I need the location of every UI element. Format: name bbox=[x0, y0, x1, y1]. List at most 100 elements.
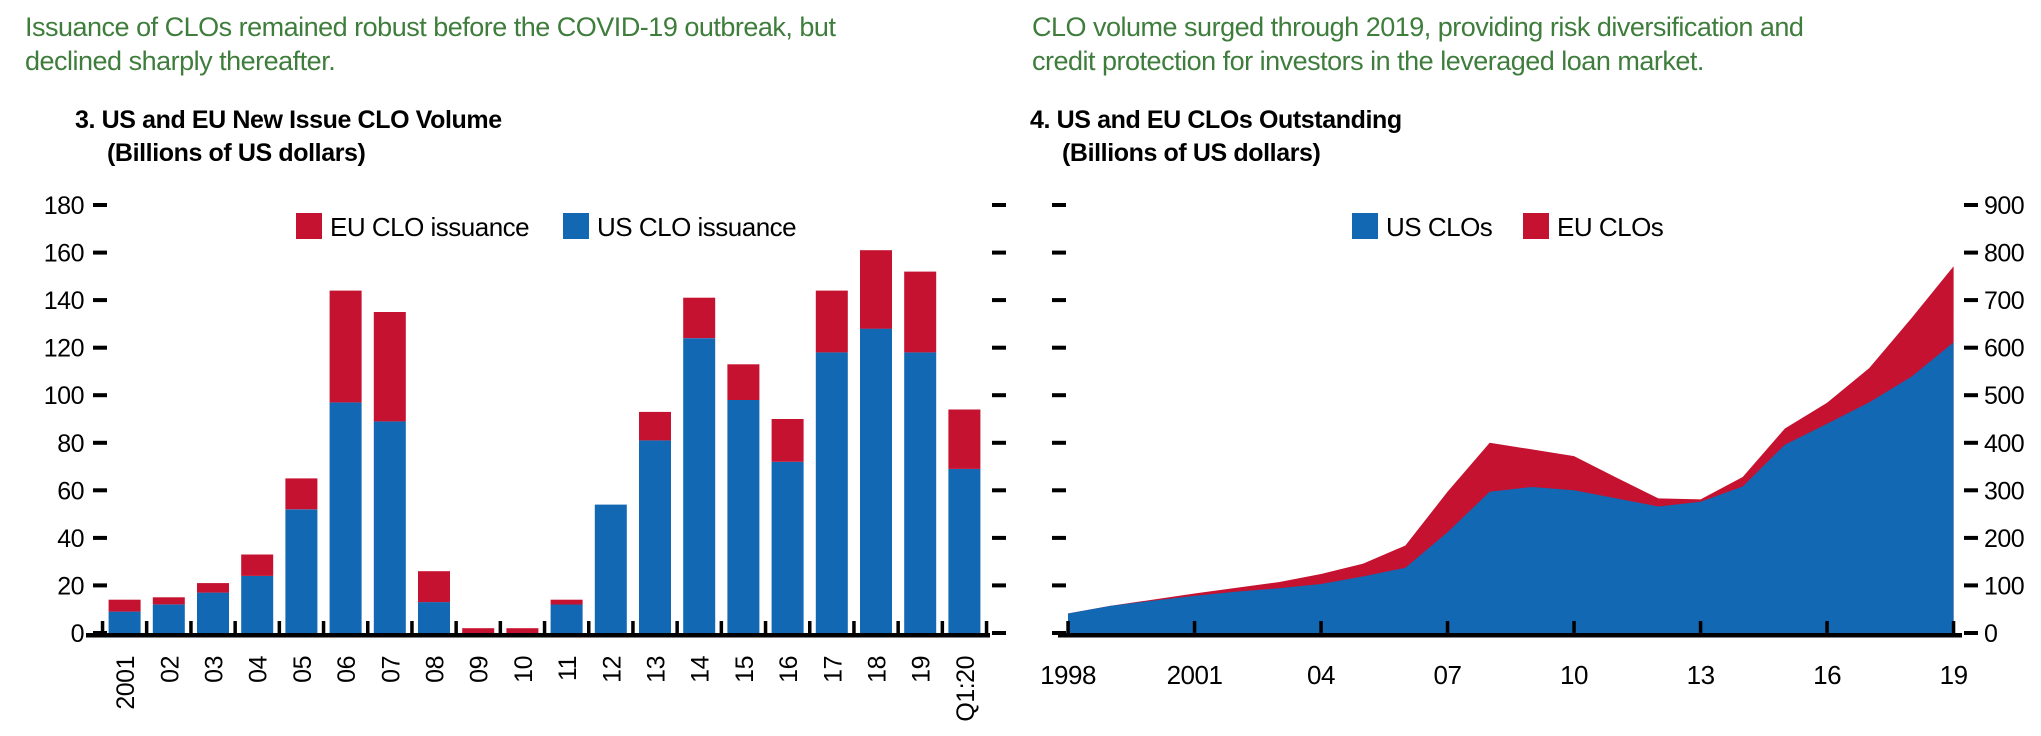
svg-text:700: 700 bbox=[1984, 287, 2024, 315]
x-tick-label: 1998 bbox=[1040, 660, 1096, 690]
bar-segment bbox=[285, 478, 318, 510]
bar-segment bbox=[815, 290, 848, 353]
x-axis: 1998 2001 04 07 10 13 16 19 bbox=[1040, 621, 1968, 690]
x-tick-label: 19 bbox=[908, 656, 936, 683]
svg-text:0: 0 bbox=[71, 620, 84, 648]
x-tick-label: 2001 bbox=[112, 656, 140, 710]
x-tick-label: 11 bbox=[554, 656, 582, 681]
x-tick-label: 15 bbox=[731, 656, 759, 683]
chart-title: 3. US and EU New Issue CLO Volume bbox=[75, 106, 502, 134]
svg-text:20: 20 bbox=[57, 572, 84, 600]
bar-segment bbox=[550, 599, 583, 605]
x-tick-label: 07 bbox=[377, 656, 405, 683]
bar-segment bbox=[904, 271, 937, 353]
bar-segment bbox=[197, 583, 229, 593]
svg-text:40: 40 bbox=[57, 525, 84, 553]
chart-subtitle: (Billions of US dollars) bbox=[1062, 139, 1321, 167]
area-series bbox=[1068, 266, 1954, 633]
bar-segment bbox=[108, 611, 141, 633]
bar-segment bbox=[904, 352, 937, 633]
panel-caption-line: Issuance of CLOs remained robust before … bbox=[25, 12, 836, 42]
x-tick-label: 18 bbox=[864, 656, 892, 683]
legend-swatch bbox=[1523, 213, 1549, 239]
x-tick-label: 10 bbox=[510, 656, 538, 683]
bar-segment bbox=[373, 312, 406, 422]
bar-segment bbox=[241, 575, 274, 633]
svg-text:160: 160 bbox=[44, 240, 84, 268]
y-axis: 0 100 200 300 400 500 600 700 800 900 bbox=[1052, 192, 2025, 648]
bar-series bbox=[108, 250, 981, 633]
bar-segment bbox=[108, 599, 141, 612]
x-tick-label: Q1:20 bbox=[952, 656, 980, 722]
panel-caption-line: declined sharply thereafter. bbox=[25, 46, 336, 76]
x-tick-label: 2001 bbox=[1167, 660, 1223, 690]
x-tick-label: 02 bbox=[156, 656, 184, 683]
bar-segment bbox=[506, 628, 539, 633]
bar-segment bbox=[639, 440, 671, 633]
bar-segment bbox=[727, 400, 760, 633]
bar-segment bbox=[462, 628, 495, 633]
us-clos-area bbox=[1068, 342, 1954, 633]
legend-swatch bbox=[563, 213, 589, 239]
bar-segment bbox=[948, 468, 981, 633]
x-tick-label: 16 bbox=[1813, 660, 1841, 690]
bar-segment bbox=[683, 297, 716, 339]
bar-segment bbox=[373, 421, 406, 633]
svg-text:800: 800 bbox=[1984, 240, 2024, 268]
svg-text:180: 180 bbox=[44, 192, 84, 220]
x-tick-label: 04 bbox=[1307, 660, 1335, 690]
x-tick-label: 13 bbox=[643, 656, 671, 683]
svg-text:600: 600 bbox=[1984, 335, 2024, 363]
legend-label: US CLOs bbox=[1386, 212, 1493, 242]
bar-segment bbox=[683, 338, 716, 633]
svg-text:120: 120 bbox=[44, 335, 84, 363]
bar-segment bbox=[815, 352, 848, 633]
svg-text:200: 200 bbox=[1984, 525, 2024, 553]
x-tick-label: 07 bbox=[1434, 660, 1462, 690]
x-tick-label: 14 bbox=[687, 655, 715, 682]
bar-segment bbox=[727, 364, 760, 400]
bar-segment bbox=[418, 571, 450, 603]
bar-segment bbox=[152, 597, 185, 605]
x-tick-label: 08 bbox=[422, 656, 450, 683]
legend-label: EU CLO issuance bbox=[330, 212, 529, 242]
x-tick-label: 13 bbox=[1687, 660, 1715, 690]
svg-text:900: 900 bbox=[1984, 192, 2024, 220]
svg-text:60: 60 bbox=[57, 477, 84, 505]
bar-segment bbox=[639, 411, 671, 441]
svg-text:500: 500 bbox=[1984, 382, 2024, 410]
legend-label: EU CLOs bbox=[1557, 212, 1664, 242]
svg-text:300: 300 bbox=[1984, 477, 2024, 505]
x-tick-label: 10 bbox=[1560, 660, 1588, 690]
bar-segment bbox=[329, 290, 362, 403]
bar-segment bbox=[860, 328, 892, 633]
legend: EU CLO issuance US CLO issuance bbox=[296, 212, 797, 242]
x-tick-label: 03 bbox=[201, 656, 229, 683]
bar-segment bbox=[197, 592, 229, 633]
legend-swatch bbox=[296, 213, 322, 239]
x-tick-label: 16 bbox=[775, 656, 803, 683]
svg-text:140: 140 bbox=[44, 287, 84, 315]
svg-text:80: 80 bbox=[57, 430, 84, 458]
svg-text:100: 100 bbox=[1984, 572, 2024, 600]
x-axis: 2001 02 03 04 05 06 07 08 09 10 11 12 13 14 15 16 17 18 19… bbox=[86, 621, 990, 722]
x-tick-label: 05 bbox=[289, 656, 317, 683]
x-tick-label: 09 bbox=[466, 656, 494, 683]
legend-label: US CLO issuance bbox=[597, 212, 796, 242]
x-tick-label: 04 bbox=[245, 655, 273, 682]
panel-caption-line: CLO volume surged through 2019, providin… bbox=[1032, 12, 1804, 42]
legend-swatch bbox=[1352, 213, 1378, 239]
chart-title: 4. US and EU CLOs Outstanding bbox=[1030, 106, 1402, 134]
bar-segment bbox=[594, 504, 627, 633]
svg-text:100: 100 bbox=[44, 382, 84, 410]
bar-segment bbox=[550, 604, 583, 633]
bar-segment bbox=[771, 419, 804, 462]
bar-segment bbox=[771, 461, 804, 633]
bar-segment bbox=[418, 602, 450, 633]
legend: US CLOs EU CLOs bbox=[1352, 212, 1664, 242]
y-axis: 0 20 40 60 80 100 120 140 160 180 bbox=[44, 192, 1006, 648]
bar-segment bbox=[948, 409, 981, 469]
